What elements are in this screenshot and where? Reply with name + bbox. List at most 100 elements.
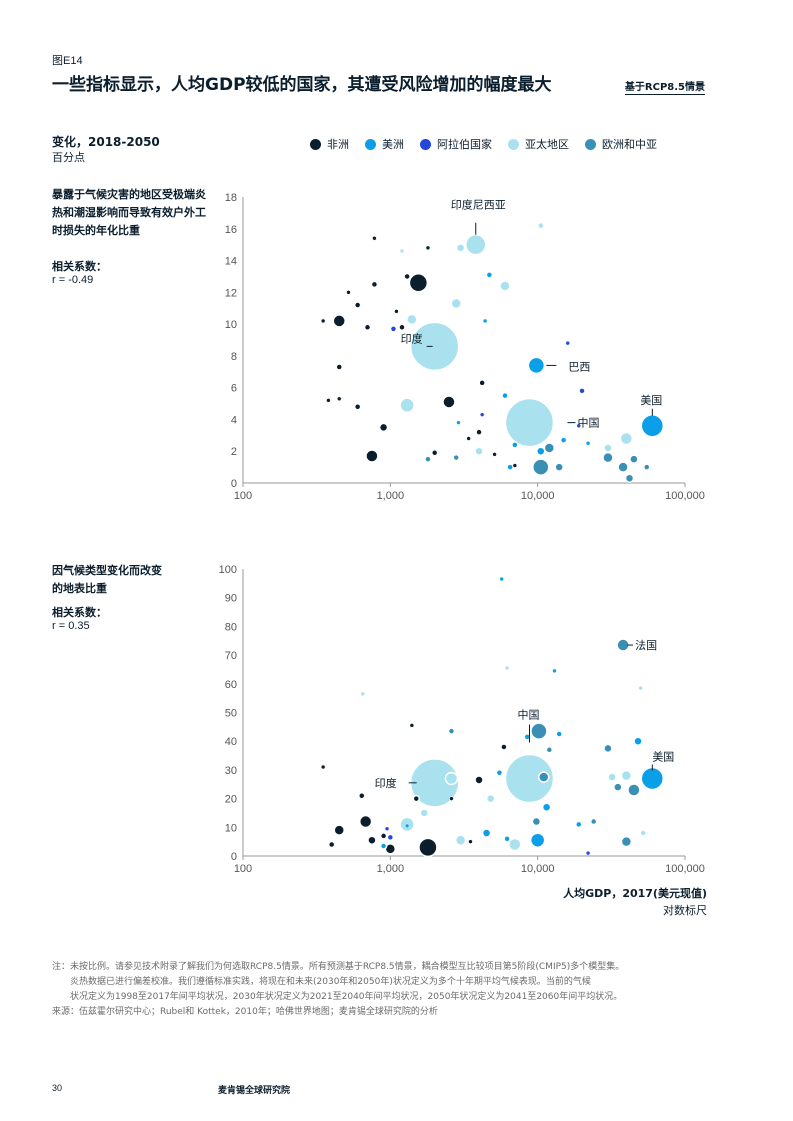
data-point-africa bbox=[430, 449, 439, 457]
y-tick-label: 30 bbox=[225, 765, 237, 777]
data-point-africa bbox=[320, 764, 326, 770]
x-tick-label: 100 bbox=[234, 490, 252, 502]
data-point-arab bbox=[384, 826, 390, 831]
data-point-americas bbox=[481, 828, 492, 838]
x-axis-title: 人均GDP，2017(美元现值) bbox=[563, 887, 707, 900]
y-tick-label: 70 bbox=[225, 650, 237, 662]
data-point-asia-pacific bbox=[465, 233, 487, 256]
legend-label: 欧洲和中亚 bbox=[602, 138, 657, 151]
data-point-africa bbox=[367, 835, 377, 845]
data-point-asia-pacific bbox=[454, 834, 467, 846]
y-tick-label: 50 bbox=[225, 708, 237, 720]
note-line-3: 状况定义为1998至2017年间平均状况，2030年状况定义为2021至2040… bbox=[70, 992, 623, 1002]
data-point-americas bbox=[529, 832, 546, 848]
data-point-africa bbox=[468, 839, 473, 844]
legend-dot-americas bbox=[365, 138, 376, 150]
y-tick-label: 10 bbox=[225, 822, 237, 834]
legend-item-asia-pacific: 亚太地区 bbox=[508, 136, 569, 152]
x-tick-label: 100,000 bbox=[665, 863, 705, 875]
y-tick-label: 16 bbox=[225, 224, 237, 236]
x-tick-label: 10,000 bbox=[521, 490, 555, 502]
data-point-africa bbox=[336, 396, 342, 402]
legend-label: 非洲 bbox=[327, 138, 349, 151]
data-point-africa bbox=[412, 794, 421, 803]
data-point-europe-central-asia bbox=[532, 458, 550, 476]
data-point-asia-pacific bbox=[444, 771, 459, 786]
data-point-americas bbox=[574, 820, 583, 829]
y-tick-label: 2 bbox=[231, 446, 237, 458]
data-point-europe-central-asia bbox=[545, 746, 554, 754]
data-point-africa bbox=[500, 743, 508, 751]
y-tick-label: 20 bbox=[225, 794, 237, 806]
y-tick-label: 80 bbox=[225, 621, 237, 633]
y-tick-label: 14 bbox=[225, 256, 237, 268]
data-point-africa bbox=[408, 273, 429, 293]
data-point-africa bbox=[353, 301, 362, 309]
data-point-africa bbox=[466, 436, 471, 441]
legend-dot-africa bbox=[310, 138, 321, 150]
legend-label: 阿拉伯国家 bbox=[437, 138, 492, 151]
data-point-americas bbox=[511, 441, 519, 449]
panel1-corr-value: r = -0.49 bbox=[52, 274, 94, 286]
data-point-europe-central-asia bbox=[538, 771, 550, 783]
data-point-europe-central-asia bbox=[613, 782, 623, 792]
data-point-americas bbox=[541, 802, 552, 812]
data-point-europe-central-asia bbox=[603, 743, 613, 754]
data-point-africa bbox=[394, 309, 399, 314]
data-point-americas bbox=[633, 736, 643, 746]
annotation-label: 中国 bbox=[517, 709, 539, 722]
data-point-africa bbox=[370, 280, 379, 289]
data-point-europe-central-asia bbox=[602, 451, 614, 464]
unit-label: 百分点 bbox=[52, 151, 85, 164]
annotation-label: 中国 bbox=[577, 417, 599, 430]
data-point-europe-central-asia bbox=[447, 727, 456, 735]
data-point-africa bbox=[333, 824, 345, 836]
data-point-africa bbox=[475, 428, 483, 436]
data-point-africa bbox=[365, 449, 379, 463]
data-point-americas bbox=[404, 823, 410, 829]
annotation-label: 印度 bbox=[401, 331, 423, 345]
data-point-asia-pacific bbox=[537, 221, 545, 230]
data-point-asia-pacific bbox=[504, 397, 555, 448]
data-point-americas bbox=[523, 733, 532, 741]
y-tick-label: 0 bbox=[231, 851, 237, 863]
panel1-corr-label: 相关系数： bbox=[52, 260, 107, 273]
legend-dot-asia-pacific bbox=[508, 138, 519, 150]
data-point-africa bbox=[372, 236, 377, 241]
data-point-americas bbox=[555, 730, 563, 738]
data-point-africa bbox=[398, 323, 406, 332]
data-point-europe-central-asia bbox=[424, 455, 432, 463]
panel2-corr-value: r = 0.35 bbox=[52, 620, 90, 632]
data-point-americas bbox=[552, 668, 557, 674]
data-point-europe-central-asia bbox=[452, 453, 460, 462]
data-point-americas bbox=[536, 446, 546, 456]
data-point-asia-pacific bbox=[360, 691, 366, 697]
data-point-europe-central-asia bbox=[530, 722, 548, 740]
data-point-americas bbox=[640, 766, 665, 791]
data-point-africa bbox=[320, 318, 326, 324]
legend-item-arab: 阿拉伯国家 bbox=[420, 136, 492, 152]
data-point-africa bbox=[449, 796, 454, 801]
y-tick-label: 60 bbox=[225, 679, 237, 691]
data-point-americas bbox=[506, 463, 514, 471]
page-title: 一些指标显示，人均GDP较低的国家，其遭受风险增加的幅度最大 bbox=[52, 75, 552, 95]
data-point-arab bbox=[386, 833, 395, 842]
y-tick-label: 8 bbox=[231, 351, 237, 363]
data-point-arab bbox=[576, 423, 581, 429]
data-point-asia-pacific bbox=[504, 665, 510, 671]
data-point-africa bbox=[346, 290, 351, 295]
data-point-africa bbox=[478, 379, 486, 387]
legend-dot-arab bbox=[420, 138, 431, 150]
x-tick-label: 10,000 bbox=[521, 863, 555, 875]
data-point-africa bbox=[363, 323, 372, 332]
note-line-2: 炎热数据已进行偏差校准。我们遵循标准实践，将现在和未来(2030年和2050年)… bbox=[70, 977, 591, 987]
data-point-americas bbox=[585, 441, 591, 446]
annotation-label: 印度尼西亚 bbox=[451, 198, 506, 212]
data-point-europe-central-asia bbox=[620, 835, 633, 848]
x-tick-label: 1,000 bbox=[377, 490, 405, 502]
data-point-africa bbox=[409, 723, 415, 728]
scenario-label: 基于RCP8.5情景 bbox=[624, 78, 705, 95]
data-point-africa bbox=[327, 840, 336, 849]
x-tick-label: 100 bbox=[234, 863, 252, 875]
data-point-asia-pacific bbox=[399, 397, 415, 413]
